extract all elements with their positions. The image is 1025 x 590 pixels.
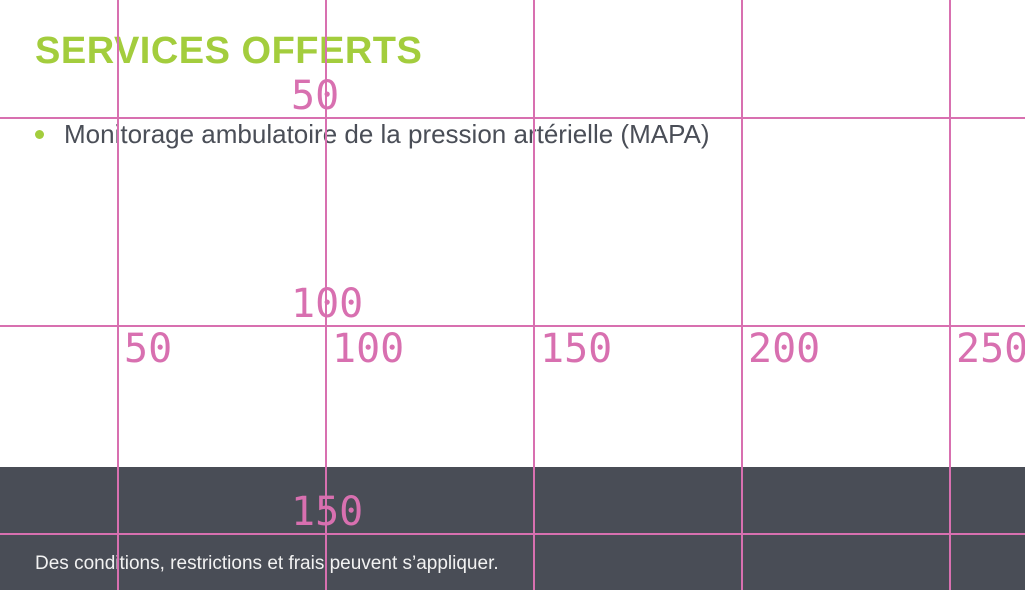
footer: Des conditions, restrictions et frais pe…: [0, 467, 1025, 590]
grid-label-horizontal: 200: [748, 326, 821, 372]
grid-label-horizontal: 50: [124, 326, 173, 372]
grid-label-vertical: 100: [291, 281, 364, 327]
grid-label-horizontal: 150: [540, 326, 613, 372]
service-label: Monitorage ambulatoire de la pression ar…: [64, 119, 710, 149]
section-title: SERVICES OFFERTS: [35, 30, 423, 72]
footer-disclaimer: Des conditions, restrictions et frais pe…: [35, 553, 499, 574]
grid-label-horizontal: 100: [332, 326, 405, 372]
list-item: Monitorage ambulatoire de la pression ar…: [35, 119, 709, 149]
services-list: Monitorage ambulatoire de la pression ar…: [35, 119, 709, 149]
grid-label-horizontal: 250: [956, 326, 1025, 372]
bullet-icon: [35, 129, 44, 139]
grid-label-vertical: 50: [291, 73, 340, 119]
grid-line-horizontal: [0, 325, 1025, 327]
